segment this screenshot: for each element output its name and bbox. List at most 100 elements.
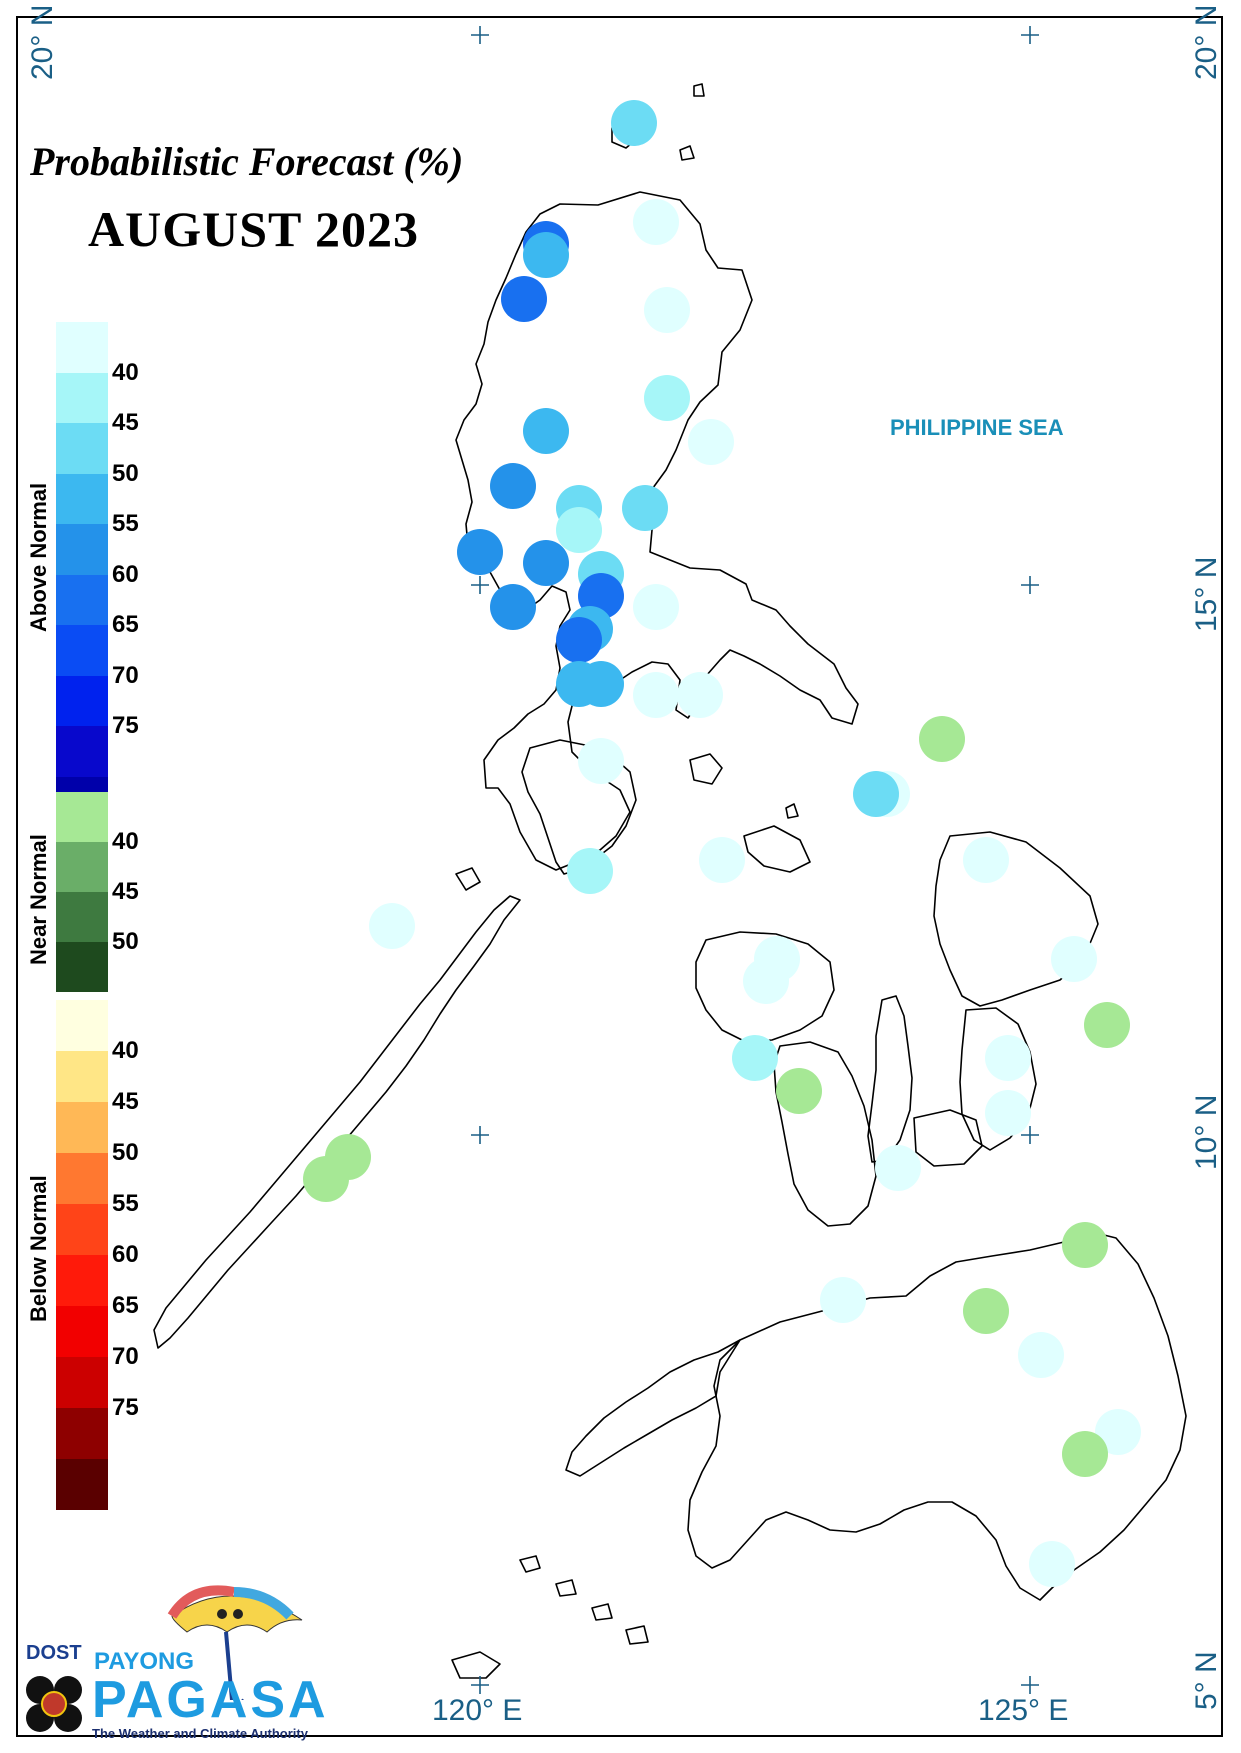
coastline-masbate (743, 825, 811, 873)
legend-tick-above: 55 (112, 510, 139, 537)
station-marker-above (567, 848, 613, 894)
coastline-panay (695, 931, 835, 1043)
station-marker-near (963, 1288, 1009, 1334)
legend-tick-above: 40 (112, 358, 139, 386)
legend-tick-below: 70 (112, 1343, 139, 1370)
station-marker-above (644, 287, 690, 333)
map-title: Probabilistic Forecast (%) (30, 139, 464, 184)
station-marker-above (743, 958, 789, 1004)
station-marker-near (1062, 1431, 1108, 1477)
dost-emblem-icon (26, 1676, 82, 1732)
legend-tick-below: 65 (112, 1292, 139, 1319)
station-marker-above (985, 1035, 1031, 1081)
pagasa-logo: DOST PAYONG PAGASA The Weather and Clima… (22, 1580, 326, 1741)
logo-tagline: The Weather and Climate Authority (92, 1726, 308, 1741)
legend-tick-above: 65 (112, 611, 139, 638)
station-marker-near (776, 1068, 822, 1114)
station-marker-above (490, 584, 536, 630)
legend-tick-above: 45 (112, 409, 139, 436)
graticule-marks (471, 26, 1039, 1694)
station-marker-near (919, 716, 965, 762)
station-marker-above (633, 672, 679, 718)
station-marker-near (1084, 1002, 1130, 1048)
logo-brand-top: PAYONG (94, 1648, 195, 1675)
legend-swatch-below (56, 1255, 108, 1306)
legend-tick-below: 55 (112, 1190, 139, 1217)
map-frame (16, 16, 1223, 1737)
station-marker-above (985, 1090, 1031, 1136)
station-marker-above (732, 1035, 778, 1081)
legend-tick-below: 60 (112, 1241, 139, 1268)
legend-label-near: Near Normal (26, 834, 51, 965)
legend-swatch-above (56, 726, 108, 777)
lat-label-20-right: 20° N (1190, 4, 1223, 80)
station-marker-above (963, 837, 1009, 883)
station-marker-above (578, 738, 624, 784)
legend-swatch-below (56, 1153, 108, 1204)
legend-swatch-above (56, 675, 108, 726)
legend-tick-above: 75 (112, 712, 139, 739)
coastline-leyte (959, 1007, 1037, 1151)
coastline-cebu (867, 995, 913, 1163)
coastline-tawitawi (451, 1651, 501, 1679)
forecast-stations (303, 100, 1141, 1587)
legend-tick-above: 70 (112, 661, 139, 689)
umbrella-icon (167, 1585, 303, 1700)
station-marker-above (633, 199, 679, 245)
legend-swatch-near (56, 792, 108, 842)
legend-swatch-below (56, 1357, 108, 1408)
legend-swatch-near (56, 892, 108, 942)
station-marker-above (688, 419, 734, 465)
station-marker-above (523, 232, 569, 278)
legend-tick-near: 40 (112, 828, 139, 855)
station-marker-above (457, 529, 503, 575)
station-marker-above (875, 1145, 921, 1191)
philippine-sea-label: PHILIPPINE SEA (890, 415, 1064, 440)
legend-swatch-near (56, 942, 108, 992)
coastline-palawan (153, 895, 521, 1349)
station-marker-above (699, 837, 745, 883)
legend-tick-above: 50 (112, 459, 139, 487)
legend-tick-below: 45 (112, 1088, 139, 1115)
legend-swatch-below (56, 1204, 108, 1255)
forecast-month: AUGUST 2023 (88, 201, 419, 257)
coastline-calayan (679, 145, 695, 161)
station-marker-above (1029, 1541, 1075, 1587)
station-marker-above (556, 661, 602, 707)
lat-label-10: 10° N (1190, 1094, 1223, 1170)
legend-swatch-above (56, 423, 108, 474)
legend-swatch-below (56, 1000, 108, 1051)
legend-swatch-below (56, 1051, 108, 1102)
lon-label-125: 125° E (978, 1694, 1069, 1727)
station-marker-above (501, 276, 547, 322)
logo-brand-main: PAGASA (92, 1671, 329, 1729)
logo-agency: DOST (26, 1642, 82, 1664)
legend-swatch-above (56, 473, 108, 524)
philippines-coastline (153, 83, 1187, 1679)
coastline-romblon (785, 803, 799, 819)
station-marker-above (369, 903, 415, 949)
legend-tick-near: 50 (112, 928, 139, 955)
coastline-zamboanga (565, 1339, 741, 1477)
coastline-negros (773, 1041, 877, 1227)
station-marker-above (622, 485, 668, 531)
legend-tick-near: 45 (112, 878, 139, 905)
station-marker-above (1095, 1409, 1141, 1455)
station-marker-above (556, 507, 602, 553)
station-marker-above (556, 617, 602, 663)
legend-swatch-below (56, 1459, 108, 1510)
legend-swatch-below (56, 1408, 108, 1459)
station-marker-above (523, 408, 569, 454)
legend-swatch-below (56, 1102, 108, 1153)
station-marker-above (644, 375, 690, 421)
legend-swatch-above (56, 372, 108, 423)
coastline-bohol (913, 1109, 983, 1167)
lon-label-120: 120° E (432, 1694, 523, 1727)
station-marker-above (523, 540, 569, 586)
station-marker-near (1062, 1222, 1108, 1268)
station-marker-above (820, 1277, 866, 1323)
legend-swatch-near (56, 842, 108, 892)
coastline-batanes (693, 83, 705, 97)
legend-label-above: Above Normal (26, 482, 51, 632)
